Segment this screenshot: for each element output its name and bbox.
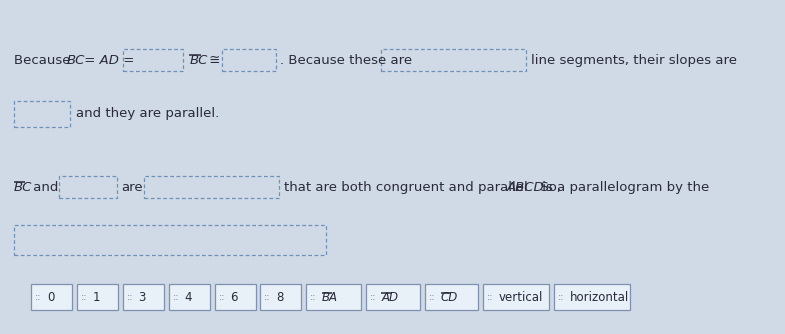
- Bar: [169, 284, 210, 310]
- Bar: [214, 284, 256, 310]
- Bar: [123, 284, 164, 310]
- Bar: [366, 284, 421, 310]
- Text: = AD =: = AD =: [80, 54, 139, 66]
- Text: CD: CD: [441, 291, 458, 304]
- Text: are: are: [121, 181, 143, 193]
- Bar: [306, 284, 361, 310]
- Text: is a parallelogram by the: is a parallelogram by the: [538, 181, 709, 193]
- Text: 3: 3: [138, 291, 146, 304]
- Text: . Because these are: . Because these are: [280, 54, 412, 66]
- Text: that are both congruent and parallel.  So,: that are both congruent and parallel. So…: [284, 181, 565, 193]
- Bar: [77, 284, 118, 310]
- Text: ::: ::: [429, 292, 436, 302]
- Text: ::: ::: [35, 292, 42, 302]
- Text: ::: ::: [218, 292, 225, 302]
- Text: ::: ::: [487, 292, 493, 302]
- Bar: [554, 284, 630, 310]
- Bar: [123, 49, 184, 71]
- Text: BA: BA: [322, 291, 338, 304]
- Bar: [425, 284, 478, 310]
- Text: and they are parallel.: and they are parallel.: [76, 107, 219, 120]
- Text: ::: ::: [310, 292, 316, 302]
- Bar: [261, 284, 301, 310]
- Text: ::: ::: [265, 292, 271, 302]
- Text: horizontal: horizontal: [570, 291, 629, 304]
- Text: line segments, their slopes are: line segments, their slopes are: [531, 54, 736, 66]
- Text: 6: 6: [230, 291, 238, 304]
- Text: AD: AD: [382, 291, 399, 304]
- Text: BC: BC: [67, 54, 85, 66]
- Text: vertical: vertical: [498, 291, 543, 304]
- Text: ::: ::: [370, 292, 376, 302]
- Text: 8: 8: [276, 291, 283, 304]
- Bar: [144, 176, 279, 198]
- Text: BC: BC: [13, 181, 32, 193]
- Text: Because: Because: [13, 54, 78, 66]
- Text: 4: 4: [184, 291, 192, 304]
- Text: 1: 1: [93, 291, 100, 304]
- Bar: [59, 176, 117, 198]
- Text: ::: ::: [173, 292, 179, 302]
- Text: 0: 0: [47, 291, 54, 304]
- Text: ::: ::: [127, 292, 133, 302]
- Text: ::: ::: [81, 292, 87, 302]
- Bar: [13, 101, 70, 127]
- Bar: [13, 225, 326, 256]
- Text: and: and: [29, 181, 59, 193]
- Bar: [31, 284, 72, 310]
- Bar: [222, 49, 276, 71]
- Text: ≅: ≅: [205, 54, 225, 66]
- Bar: [382, 49, 526, 71]
- Text: ::: ::: [558, 292, 564, 302]
- Bar: [483, 284, 550, 310]
- Text: ABCD: ABCD: [506, 181, 544, 193]
- Text: BC: BC: [189, 54, 207, 66]
